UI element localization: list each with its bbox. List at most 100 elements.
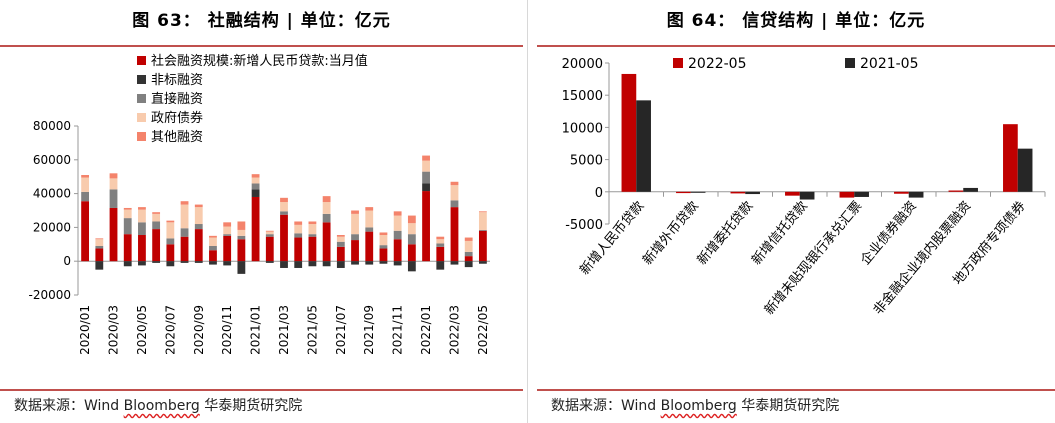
bar-segment [109, 207, 118, 262]
bar-segment [265, 236, 274, 262]
social-financing-chart: -20000 0 20000 40000 60000 80000 2020/01 2020/0… [28, 53, 490, 355]
x-category-label: 非金融企业境内股票融资 [870, 198, 974, 318]
right-panel: 图 64： 信贷结构 | 单位：亿元 -5000 0 5000 10000 15000 2… [537, 0, 1055, 423]
bar-segment [393, 215, 402, 231]
x-tick-label: 2020/01 [78, 305, 92, 355]
y-tick-label: 40000 [33, 187, 71, 201]
bar-segment [322, 213, 331, 223]
bar-segment [138, 261, 146, 266]
bar-segment [436, 239, 445, 244]
x-category-label: 新增人民币贷款 [577, 198, 648, 278]
left-top-rule [0, 45, 523, 47]
credit-structure-chart: -5000 0 5000 10000 15000 20000 新增人民币贷款新增外币贷款新增… [562, 56, 1046, 318]
bar-segment [294, 233, 303, 238]
x-tick-label: 2021/07 [334, 305, 348, 355]
bar-segment [209, 250, 217, 262]
y-tick-label: -5000 [565, 218, 603, 233]
y-tick-label: 5000 [570, 154, 603, 169]
left-bottom-rule [0, 389, 523, 391]
bar-segment [351, 213, 359, 235]
left-source-text: 数据来源：Wind Bloomberg 华泰期货研究院 [14, 398, 303, 414]
bar-segment [322, 222, 331, 262]
bar-segment [351, 240, 359, 262]
bar [1003, 124, 1018, 192]
bar-segment [138, 207, 146, 210]
x-category-label: 新增外币贷款 [639, 198, 701, 268]
bar [745, 191, 760, 195]
bar-segment [464, 237, 473, 241]
bar-segment [109, 173, 118, 179]
bar-segment [407, 244, 416, 262]
legend-swatch [137, 94, 146, 103]
legend-swatch [137, 56, 146, 65]
legend-label: 非标融资 [151, 73, 203, 88]
bar-segment [379, 245, 388, 249]
bar-segment [351, 210, 359, 214]
bar-segment [81, 177, 90, 192]
bar-segment [450, 200, 459, 208]
bar-segment [422, 171, 430, 184]
bar [894, 191, 909, 194]
bar-segment [464, 261, 473, 268]
legend-swatch [673, 58, 683, 68]
bar-segment [138, 222, 146, 236]
bar-segment [152, 212, 161, 214]
bar-segment [436, 243, 445, 247]
bar-segment [336, 241, 345, 247]
bar [785, 191, 800, 196]
bar-segment [407, 215, 416, 224]
bar-segment [237, 261, 246, 274]
x-category-label: 新增信托贷款 [748, 198, 810, 268]
bar-segment [322, 202, 331, 214]
bar-segment [138, 209, 146, 223]
bar-segment [365, 227, 374, 232]
bar-segment [265, 234, 274, 237]
bar-segment [166, 244, 175, 262]
y-tick-label: 0 [63, 254, 71, 268]
bar-segment [351, 261, 359, 265]
bar-segment [365, 207, 374, 211]
bar-segment [180, 204, 189, 229]
bar-segment [81, 191, 90, 202]
bar-segment [209, 237, 217, 246]
bar-segment [407, 234, 416, 245]
bar-segment [407, 261, 416, 272]
y-tick-label: 60000 [33, 153, 71, 167]
bar-segment [422, 155, 430, 161]
bar-segment [478, 261, 487, 264]
bar-segment [436, 236, 445, 240]
bar-segment [166, 220, 175, 223]
y-tick-label: 80000 [33, 119, 71, 133]
x-category-label: 新增委托贷款 [694, 198, 756, 268]
x-tick-label: 2020/03 [107, 305, 121, 355]
bar-segment [308, 224, 317, 235]
bar-segment [407, 223, 416, 235]
x-tick-label: 2020/07 [163, 305, 177, 355]
bar-segment [109, 178, 118, 190]
right-source-note: 数据来源：Wind Bloomberg 华泰期货研究院 [551, 395, 839, 415]
bar-segment [123, 234, 132, 262]
left-source-note: 数据来源：Wind Bloomberg 华泰期货研究院 [14, 395, 302, 415]
x-tick-label: 2021/11 [391, 305, 405, 355]
bar-segment [393, 230, 402, 240]
bar-segment [393, 239, 402, 262]
bar [1017, 148, 1033, 192]
bar-segment [379, 232, 388, 236]
bar-segment [265, 230, 274, 232]
bar-segment [123, 209, 132, 219]
bar-segment [280, 197, 288, 203]
bar-segment [95, 245, 104, 249]
legend-label: 2021-05 [860, 56, 919, 72]
legend-label: 直接融资 [151, 91, 203, 107]
bar-segment [294, 224, 303, 234]
bar-segment [237, 221, 246, 230]
bar-segment [194, 207, 203, 225]
source-underlined-word: Bloomberg [123, 398, 200, 414]
bar-segment [166, 222, 175, 239]
bar-segment [478, 230, 487, 262]
bar-segment [478, 211, 487, 213]
x-tick-label: 2021/09 [362, 305, 376, 355]
bar-segment [251, 177, 260, 184]
bar-segment [223, 235, 232, 262]
bar-segment [251, 174, 260, 178]
